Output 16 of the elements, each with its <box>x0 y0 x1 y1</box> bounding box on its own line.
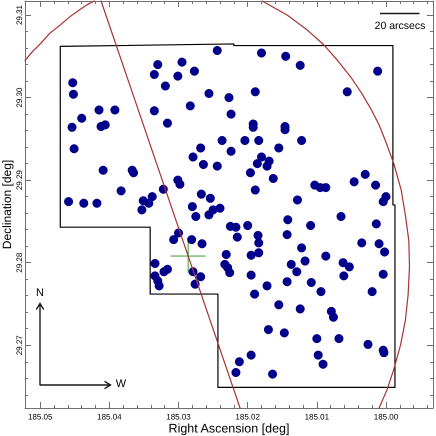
x-tick-label: 185.02 <box>235 412 260 422</box>
x-tick-label: 185.01 <box>304 412 330 422</box>
y-tick-label: 29.30 <box>15 87 24 108</box>
y-tick-label: 29.28 <box>15 252 24 273</box>
x-tick-label: 185.05 <box>28 412 53 422</box>
x-axis-title: Right Ascension [deg] <box>168 422 290 436</box>
annotation: N <box>36 287 44 299</box>
x-tick-label: 185.03 <box>166 412 192 422</box>
y-tick-label: 29.29 <box>15 170 24 190</box>
y-tick-label: 29.31 <box>15 4 24 26</box>
annotation: W <box>116 378 127 390</box>
x-tick-label: 185.04 <box>97 412 122 422</box>
y-axis-title: Declination [deg] <box>0 160 14 250</box>
annotation: 20 arcsecs <box>374 20 426 32</box>
y-tick-label: 29.27 <box>15 334 24 356</box>
x-tick-label: 185.00 <box>374 412 399 422</box>
